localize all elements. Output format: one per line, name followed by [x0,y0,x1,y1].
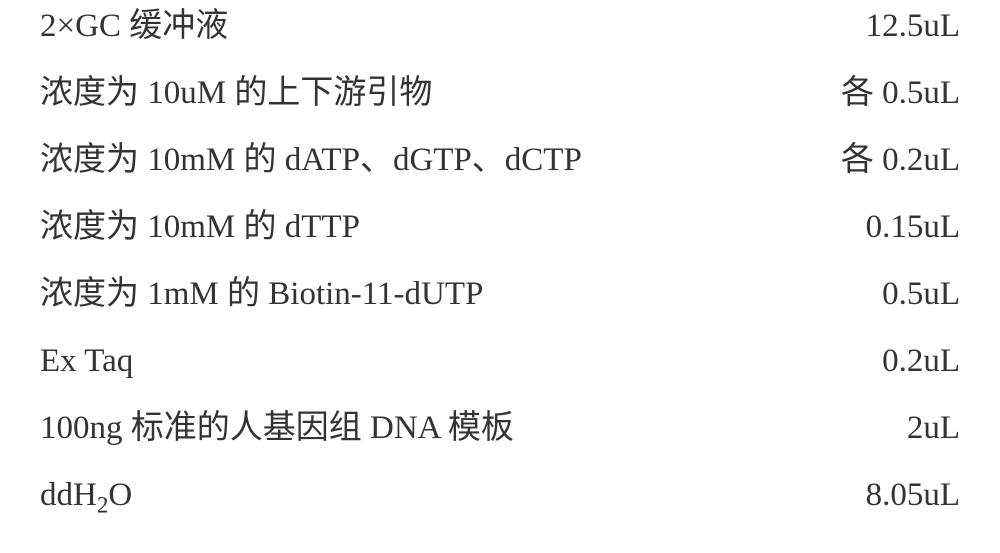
reagent-label: 2×GC 缓冲液 [40,10,228,43]
table-row: ddH2O 8.05uL [40,479,960,517]
reagent-value: 2uL [907,412,960,445]
table-row: 浓度为 10uM 的上下游引物 各 0.5uL [40,77,960,110]
reagent-value: 12.5uL [866,10,960,43]
reagent-value: 8.05uL [866,479,960,512]
reagent-label: 100ng 标准的人基因组 DNA 模板 [40,412,514,445]
reagent-value: 各 0.2uL [841,144,960,177]
table-row: 浓度为 10mM 的 dTTP 0.15uL [40,211,960,244]
reagent-label: 浓度为 10uM 的上下游引物 [40,77,432,110]
reagent-label: 浓度为 10mM 的 dATP、dGTP、dCTP [40,144,582,177]
table-row: Ex Taq 0.2uL [40,345,960,378]
reagent-label: Ex Taq [40,345,133,378]
reagent-table: 2×GC 缓冲液 12.5uL 浓度为 10uM 的上下游引物 各 0.5uL … [0,0,1000,553]
reagent-value: 0.15uL [866,211,960,244]
reagent-value: 0.5uL [882,278,960,311]
table-row: 100ng 标准的人基因组 DNA 模板 2uL [40,412,960,445]
table-row: 浓度为 10mM 的 dATP、dGTP、dCTP 各 0.2uL [40,144,960,177]
reagent-label: ddH2O [40,479,132,517]
reagent-value: 各 0.5uL [841,77,960,110]
reagent-value: 0.2uL [882,345,960,378]
table-row: 2×GC 缓冲液 12.5uL [40,10,960,43]
reagent-label: 浓度为 1mM 的 Biotin-11-dUTP [40,278,483,311]
table-row: 浓度为 1mM 的 Biotin-11-dUTP 0.5uL [40,278,960,311]
reagent-label: 浓度为 10mM 的 dTTP [40,211,360,244]
